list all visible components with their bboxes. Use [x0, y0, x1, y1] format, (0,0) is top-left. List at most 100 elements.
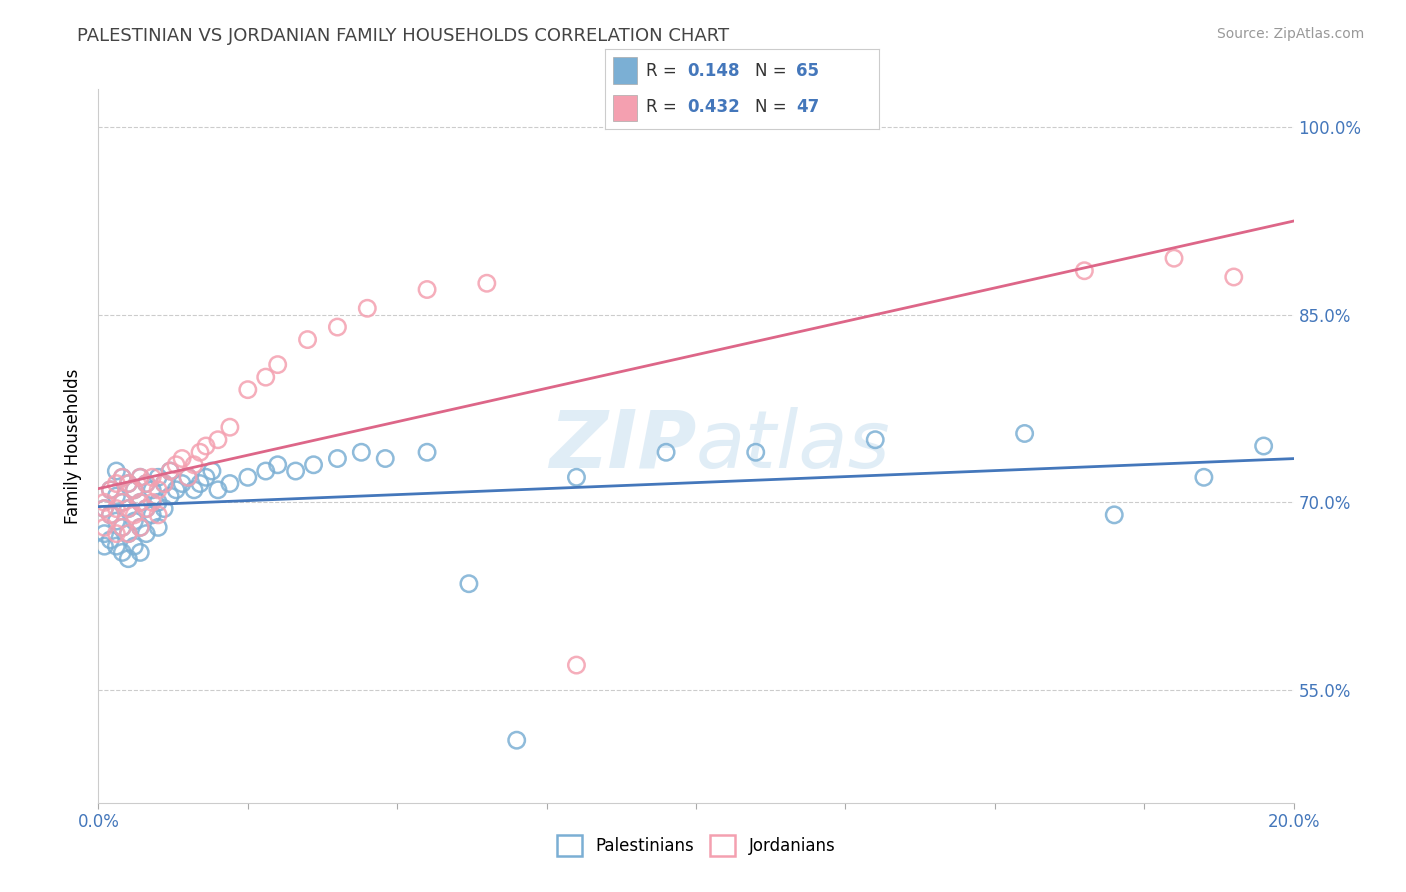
- Point: [148, 520, 170, 534]
- Y-axis label: Family Households: Family Households: [65, 368, 83, 524]
- Point: [105, 539, 128, 553]
- Text: PALESTINIAN VS JORDANIAN FAMILY HOUSEHOLDS CORRELATION CHART: PALESTINIAN VS JORDANIAN FAMILY HOUSEHOL…: [77, 27, 730, 45]
- Point: [183, 483, 205, 497]
- Point: [172, 451, 194, 466]
- Point: [141, 495, 163, 509]
- Text: R =: R =: [645, 62, 682, 79]
- Point: [111, 520, 134, 534]
- Point: [153, 501, 176, 516]
- Point: [117, 476, 139, 491]
- Point: [105, 501, 128, 516]
- Point: [111, 470, 134, 484]
- Point: [105, 489, 128, 503]
- Point: [267, 358, 290, 372]
- Point: [1014, 426, 1036, 441]
- Text: ZIP: ZIP: [548, 407, 696, 485]
- Bar: [613, 95, 637, 121]
- Point: [201, 464, 224, 478]
- Point: [93, 501, 115, 516]
- Point: [98, 533, 122, 547]
- Point: [1073, 264, 1095, 278]
- Point: [129, 520, 152, 534]
- Point: [129, 495, 152, 509]
- Point: [165, 483, 187, 497]
- Point: [153, 476, 176, 491]
- Point: [297, 333, 319, 347]
- Point: [98, 483, 122, 497]
- Point: [350, 445, 373, 459]
- Point: [153, 476, 176, 491]
- Point: [148, 483, 170, 497]
- Point: [458, 576, 481, 591]
- Point: [98, 508, 122, 522]
- Point: [236, 383, 259, 397]
- Point: [302, 458, 325, 472]
- Point: [374, 451, 396, 466]
- Point: [1104, 508, 1126, 522]
- Point: [207, 483, 229, 497]
- Point: [506, 733, 529, 747]
- Point: [236, 470, 259, 484]
- Point: [117, 551, 139, 566]
- Point: [1192, 470, 1215, 484]
- Point: [129, 495, 152, 509]
- Point: [177, 470, 200, 484]
- Point: [135, 476, 157, 491]
- Point: [93, 495, 115, 509]
- Bar: [613, 57, 637, 84]
- Point: [565, 470, 588, 484]
- Point: [1163, 251, 1185, 265]
- Point: [111, 545, 134, 559]
- Text: R =: R =: [645, 98, 682, 116]
- Point: [93, 526, 115, 541]
- Point: [124, 483, 146, 497]
- Point: [188, 445, 211, 459]
- Point: [129, 545, 152, 559]
- Text: 65: 65: [796, 62, 820, 79]
- Point: [475, 277, 498, 291]
- Point: [195, 439, 218, 453]
- Point: [207, 433, 229, 447]
- Point: [124, 514, 146, 528]
- Point: [326, 451, 349, 466]
- Point: [98, 483, 122, 497]
- Text: N =: N =: [755, 62, 792, 79]
- Legend: Palestinians, Jordanians: Palestinians, Jordanians: [550, 829, 842, 863]
- Text: Source: ZipAtlas.com: Source: ZipAtlas.com: [1216, 27, 1364, 41]
- Point: [111, 495, 134, 509]
- Point: [117, 501, 139, 516]
- Text: N =: N =: [755, 98, 792, 116]
- Point: [117, 476, 139, 491]
- Point: [188, 476, 211, 491]
- Point: [111, 520, 134, 534]
- Point: [159, 489, 181, 503]
- Point: [254, 370, 277, 384]
- Point: [745, 445, 768, 459]
- Point: [117, 526, 139, 541]
- Point: [135, 501, 157, 516]
- Point: [416, 445, 439, 459]
- Point: [105, 464, 128, 478]
- Point: [159, 464, 181, 478]
- Point: [141, 470, 163, 484]
- Point: [93, 520, 115, 534]
- Point: [124, 483, 146, 497]
- Point: [148, 470, 170, 484]
- Point: [124, 508, 146, 522]
- Point: [356, 301, 378, 316]
- Point: [135, 501, 157, 516]
- Point: [219, 476, 242, 491]
- Point: [129, 470, 152, 484]
- Point: [865, 433, 887, 447]
- Point: [105, 476, 128, 491]
- Point: [165, 458, 187, 472]
- Point: [93, 501, 115, 516]
- Point: [117, 526, 139, 541]
- Point: [267, 458, 290, 472]
- Point: [105, 514, 128, 528]
- Point: [254, 464, 277, 478]
- Point: [284, 464, 307, 478]
- Text: 0.148: 0.148: [688, 62, 740, 79]
- Point: [93, 539, 115, 553]
- Point: [177, 470, 200, 484]
